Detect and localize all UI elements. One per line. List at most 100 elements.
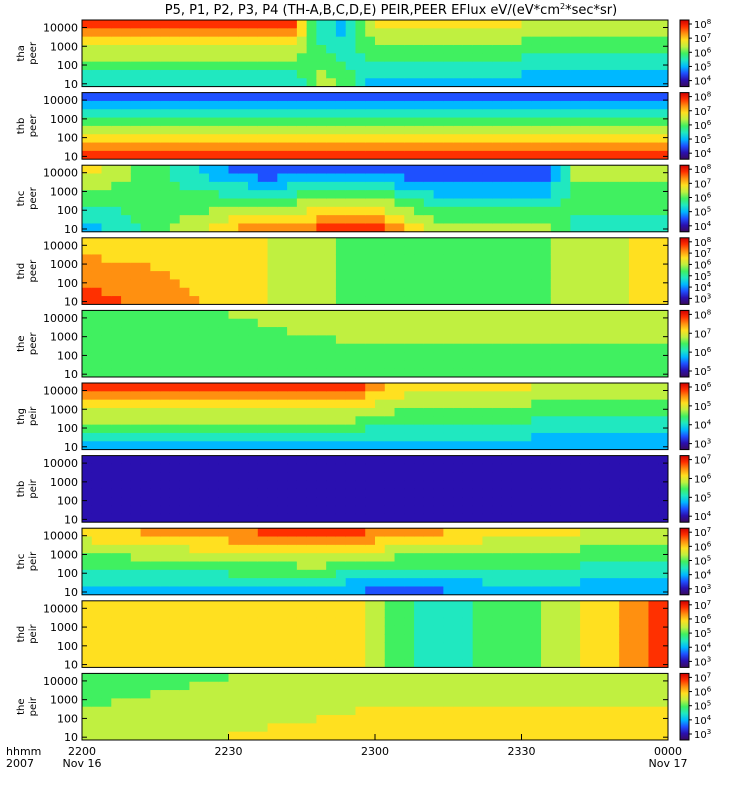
heatmap-cell xyxy=(82,723,93,733)
heatmap-cell xyxy=(91,416,103,426)
heatmap-cell xyxy=(345,472,357,482)
colorbar-label: 108 xyxy=(694,308,711,321)
heatmap-cell xyxy=(453,488,464,498)
heatmap-cell xyxy=(570,488,581,498)
heatmap-cell xyxy=(150,731,161,741)
heatmap-cell xyxy=(589,586,601,595)
heatmap-cell xyxy=(365,673,376,683)
heatmap-cell xyxy=(638,92,650,102)
heatmap-cell xyxy=(375,650,386,660)
heatmap-cell xyxy=(91,625,103,635)
heatmap-cell xyxy=(511,327,523,336)
heatmap-cell xyxy=(355,544,366,554)
heatmap-cell xyxy=(394,69,405,79)
heatmap-cell xyxy=(560,36,571,46)
heatmap-cell xyxy=(287,78,298,87)
heatmap-cell xyxy=(277,310,288,320)
heatmap-cell xyxy=(189,480,200,490)
heatmap-cell xyxy=(150,480,161,490)
heatmap-cell xyxy=(560,463,571,473)
heatmap-cell xyxy=(658,20,668,29)
heatmap-cell xyxy=(560,287,571,297)
heatmap-cell xyxy=(384,352,396,361)
y-tick-label: 100 xyxy=(57,349,78,362)
heatmap-cell xyxy=(375,731,386,741)
heatmap-cell xyxy=(248,424,259,434)
heatmap-cell xyxy=(208,198,220,208)
heatmap-cell xyxy=(511,424,523,434)
heatmap-cell xyxy=(599,472,610,482)
heatmap-cell xyxy=(648,262,659,272)
heatmap-cell xyxy=(267,78,278,87)
heatmap-cell xyxy=(511,279,523,289)
heatmap-cell xyxy=(335,150,347,160)
heatmap-cell xyxy=(267,463,278,473)
heatmap-cell xyxy=(443,634,454,644)
heatmap-cell xyxy=(316,569,327,579)
heatmap-cell xyxy=(277,335,288,345)
heatmap-cell xyxy=(375,53,386,63)
heatmap-cell xyxy=(287,681,298,691)
heatmap-cell xyxy=(462,528,474,538)
heatmap-cell xyxy=(355,424,366,434)
heatmap-cell xyxy=(541,681,552,691)
heatmap-cell xyxy=(638,480,650,490)
heatmap-cell xyxy=(414,480,425,490)
heatmap-cell xyxy=(541,488,552,498)
heatmap-cell xyxy=(306,61,317,71)
heatmap-cell xyxy=(287,673,298,683)
heatmap-cell xyxy=(501,181,513,191)
heatmap-cell xyxy=(296,673,308,683)
heatmap-cell xyxy=(208,92,220,102)
heatmap-cell xyxy=(365,125,376,135)
heatmap-cell xyxy=(580,352,591,361)
heatmap-cell xyxy=(345,335,357,345)
heatmap-cell xyxy=(199,586,210,595)
heatmap-cell xyxy=(638,609,650,619)
heatmap-cell xyxy=(267,100,278,110)
heatmap-cell xyxy=(326,383,337,392)
heatmap-cell xyxy=(443,536,454,546)
heatmap-cell xyxy=(365,424,376,434)
heatmap-cell xyxy=(257,698,269,708)
heatmap-cell xyxy=(423,544,435,554)
heatmap-cell xyxy=(296,287,308,297)
heatmap-cell xyxy=(267,36,278,46)
heatmap-cell xyxy=(160,497,171,507)
heatmap-cell xyxy=(199,28,210,38)
heatmap-cell xyxy=(189,165,200,175)
heatmap-cell xyxy=(111,497,122,507)
heatmap-cell xyxy=(394,480,405,490)
heatmap-cell xyxy=(589,310,601,320)
heatmap-cell xyxy=(316,715,327,724)
heatmap-cell xyxy=(609,117,620,127)
heatmap-cell xyxy=(531,698,542,708)
heatmap-cell xyxy=(101,165,112,175)
heatmap-cell xyxy=(365,20,376,29)
heatmap-cell xyxy=(531,279,542,289)
heatmap-cell xyxy=(306,134,317,144)
heatmap-cell xyxy=(199,600,210,610)
panel-species-label: peer xyxy=(28,331,39,355)
heatmap-cell xyxy=(638,368,650,377)
heatmap-cell xyxy=(589,117,601,127)
heatmap-cell xyxy=(472,731,484,741)
heatmap-cell xyxy=(335,246,347,256)
heatmap-cell xyxy=(140,310,151,320)
heatmap-cell xyxy=(589,246,601,256)
heatmap-cell xyxy=(111,600,122,610)
heatmap-cell xyxy=(628,488,640,498)
heatmap-cell xyxy=(443,625,454,635)
colorbar-label: 105 xyxy=(694,627,711,640)
heatmap-cell xyxy=(306,100,317,110)
heatmap-cell xyxy=(658,61,668,71)
heatmap-cell xyxy=(306,383,317,392)
heatmap-cell xyxy=(550,335,562,345)
heatmap-cell xyxy=(492,327,503,336)
heatmap-cell xyxy=(365,383,376,392)
heatmap-cell xyxy=(326,69,337,79)
heatmap-cell xyxy=(375,528,386,538)
heatmap-cell xyxy=(453,715,464,724)
heatmap-cell xyxy=(82,383,93,392)
heatmap-cell xyxy=(140,109,151,119)
